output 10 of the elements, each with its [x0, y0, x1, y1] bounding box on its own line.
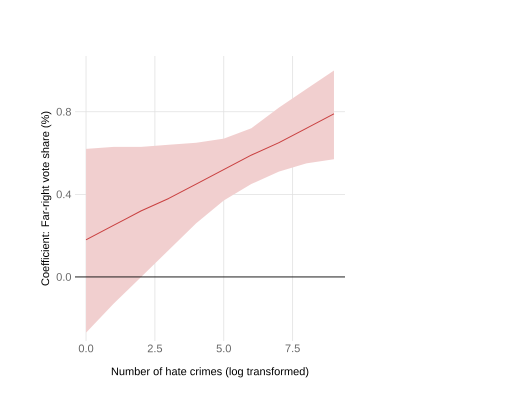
x-axis-title: Number of hate crimes (log transformed): [112, 367, 308, 378]
line-series: [86, 113, 334, 240]
x-tick-label: 2.5: [148, 344, 162, 352]
y-tick-label: 0.4: [56, 190, 72, 198]
x-tick-label: 5.0: [216, 344, 231, 352]
x-tick-label: 7.5: [286, 344, 300, 352]
y-axis-title: Coefficient: Far-right vote share (%): [41, 112, 52, 286]
y-tick-label: 0.0: [56, 273, 72, 281]
x-tick-label: 0.0: [78, 344, 94, 352]
y-tick-label: 0.8: [56, 108, 71, 116]
